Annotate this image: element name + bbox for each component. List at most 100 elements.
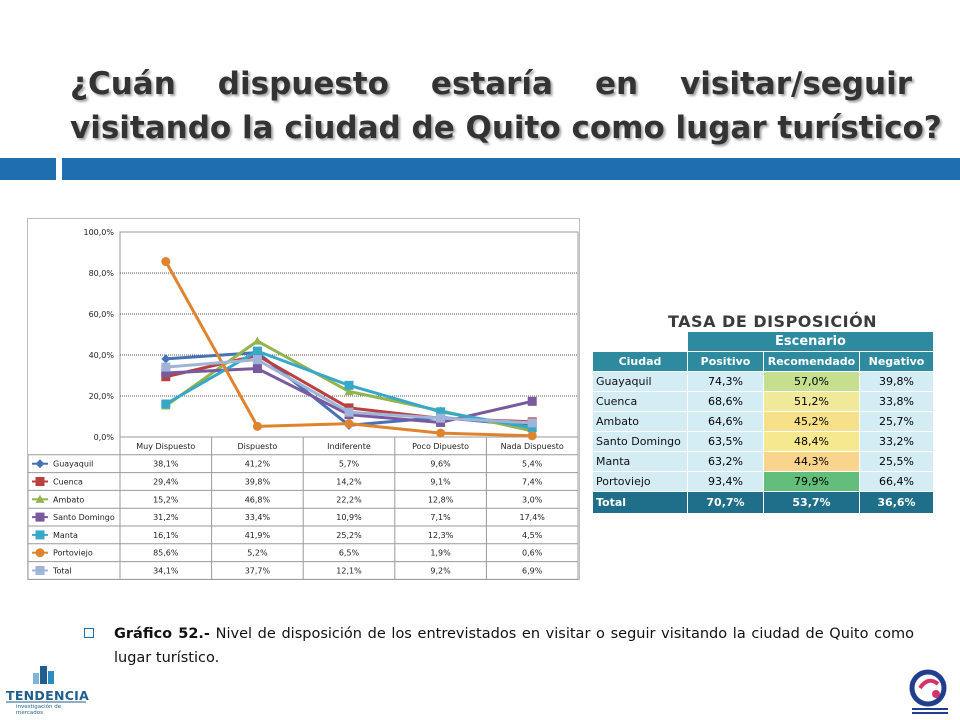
tendencia-logo: TENDENCIA investigación de mercados: [4, 664, 90, 720]
data-point: [161, 362, 171, 372]
data-label: 5,4%: [522, 460, 543, 469]
recommended-cell: 45,2%: [763, 411, 860, 432]
scenario-header: Escenario: [687, 331, 934, 352]
data-label: 25,2%: [336, 531, 362, 540]
data-label: 12,1%: [336, 567, 362, 576]
x-category-label: Indiferente: [327, 442, 371, 451]
recommended-cell: 57,0%: [763, 371, 860, 392]
total-positive: 70,7%: [687, 491, 764, 514]
line-chart: 0,0% 20,0% 40,0% 60,0% 80,0% 100,0% Muy Dispue…: [27, 218, 580, 580]
positive-cell: 63,2%: [687, 451, 764, 472]
total-recommended: 53,7%: [763, 491, 860, 514]
data-point: [35, 477, 45, 486]
y-tick-label: 40,0%: [89, 351, 115, 360]
negative-cell: 66,4%: [859, 471, 934, 492]
y-tick-label: 0,0%: [94, 433, 115, 442]
data-label: 9,2%: [430, 567, 451, 576]
legend-label: Total: [52, 567, 72, 576]
data-label: 37,7%: [245, 567, 271, 576]
data-label: 15,2%: [153, 495, 179, 504]
x-category-label: Dispuesto: [237, 442, 277, 451]
y-tick-label: 20,0%: [89, 392, 115, 401]
recommended-cell: 79,9%: [763, 471, 860, 492]
total-negative: 36,6%: [859, 491, 934, 514]
data-label: 85,6%: [153, 549, 179, 558]
data-label: 10,9%: [336, 513, 362, 522]
chart-svg: 0,0% 20,0% 40,0% 60,0% 80,0% 100,0% Muy Dispue…: [28, 228, 579, 580]
data-point: [161, 257, 171, 267]
data-point: [527, 423, 537, 433]
data-point: [252, 336, 262, 345]
negative-cell: 33,2%: [859, 431, 934, 452]
data-label: 33,4%: [245, 513, 271, 522]
legend-label: Ambato: [53, 495, 84, 504]
logo-name: TENDENCIA: [6, 688, 90, 703]
data-point: [344, 380, 354, 390]
data-point: [35, 530, 45, 540]
data-point: [436, 407, 446, 417]
recommended-cell: 48,4%: [763, 431, 860, 452]
table-row: Portoviejo 93,4% 79,9% 66,4%: [592, 471, 934, 492]
data-label: 6,9%: [522, 567, 543, 576]
table-row: Santo Domingo 63,5% 48,4% 33,2%: [592, 431, 934, 452]
data-label: 22,2%: [336, 495, 362, 504]
column-header: Ciudad: [592, 351, 688, 372]
negative-cell: 39,8%: [859, 371, 934, 392]
data-point: [436, 413, 446, 423]
x-category-label: Muy Dispuesto: [136, 442, 195, 451]
data-label: 38,1%: [153, 460, 179, 469]
caption-text: Gráfico 52.- Nivel de disposición de los…: [114, 622, 914, 670]
data-point: [35, 494, 45, 503]
column-header-row: Ciudad Positivo Recomendado Negativo: [592, 351, 934, 372]
data-point: [527, 431, 537, 441]
data-label: 4,5%: [522, 531, 543, 540]
data-label: 12,3%: [428, 531, 454, 540]
data-label: 7,1%: [430, 513, 451, 522]
data-point: [436, 428, 446, 438]
data-label: 6,5%: [339, 549, 360, 558]
negative-cell: 25,7%: [859, 411, 934, 432]
data-label: 16,1%: [153, 531, 179, 540]
column-header: Recomendado: [763, 351, 860, 372]
legend-label: Portoviejo: [53, 549, 93, 558]
data-label: 9,6%: [430, 460, 451, 469]
positive-cell: 63,5%: [687, 431, 764, 452]
page-title: ¿Cuán dispuesto estaría en visitar/segui…: [70, 62, 942, 150]
legend-label: Guayaquil: [53, 460, 93, 469]
data-label: 14,2%: [336, 478, 362, 487]
data-point: [527, 418, 537, 428]
data-point: [344, 386, 354, 396]
recommended-cell: 44,3%: [763, 451, 860, 472]
data-point: [35, 566, 45, 575]
data-point: [161, 354, 171, 364]
data-point: [527, 396, 537, 406]
data-label: 46,8%: [245, 495, 271, 504]
data-label: 1,9%: [430, 549, 451, 558]
total-row: Total 70,7% 53,7% 36,6%: [592, 491, 934, 514]
logo-subtitle: investigación de mercados: [16, 704, 62, 716]
data-label: 3,0%: [522, 495, 543, 504]
legend-label: Cuenca: [53, 478, 83, 487]
city-cell: Portoviejo: [592, 471, 688, 492]
tasa-table: Escenario Ciudad Positivo Recomendado Negati…: [592, 331, 934, 514]
y-tick-label: 60,0%: [89, 310, 115, 319]
data-label: 31,2%: [153, 513, 179, 522]
scenario-header-row: Escenario: [592, 331, 934, 352]
city-cell: Guayaquil: [592, 371, 688, 392]
data-point: [35, 459, 45, 469]
tasa-title: TASA DE DISPOSICIÓN: [668, 312, 878, 331]
positive-cell: 64,6%: [687, 411, 764, 432]
data-label: 41,2%: [245, 460, 271, 469]
caption-number: Gráfico 52.-: [114, 626, 210, 642]
data-point: [252, 421, 262, 431]
column-header: Positivo: [687, 351, 764, 372]
header-accent-bar-short: [0, 158, 56, 180]
y-tick-label: 80,0%: [89, 269, 115, 278]
data-label: 17,4%: [519, 513, 545, 522]
data-point: [252, 364, 262, 374]
data-label: 29,4%: [153, 478, 179, 487]
positive-cell: 74,3%: [687, 371, 764, 392]
data-label: 39,8%: [245, 478, 271, 487]
data-point: [252, 355, 262, 365]
caption-body: Nivel de disposición de los entrevistado…: [114, 626, 914, 666]
